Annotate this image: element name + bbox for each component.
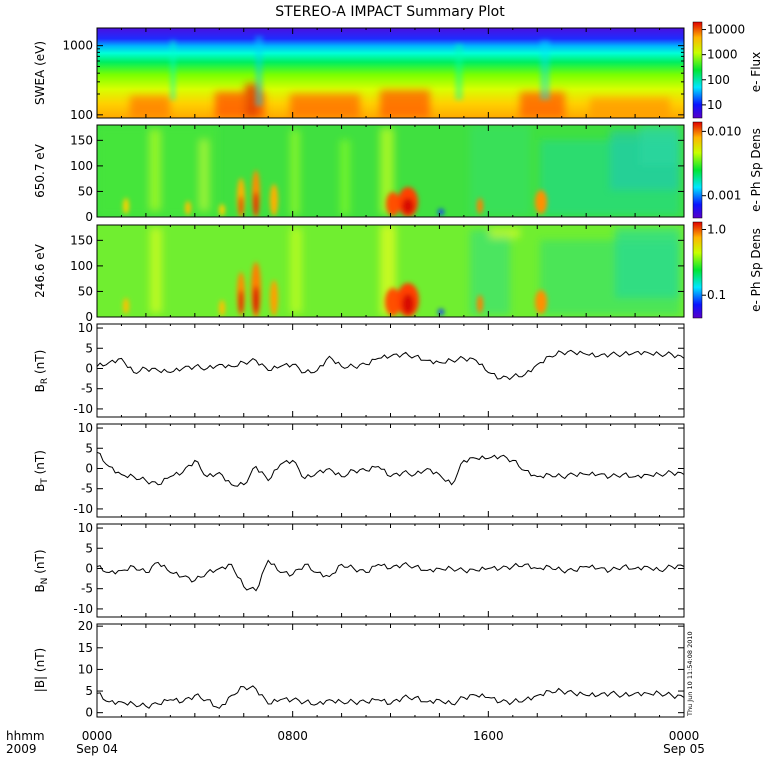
y-tick-label: 5 [85, 341, 93, 355]
y-tick-label: 0 [85, 561, 93, 575]
x-axis-ticks [96, 28, 685, 717]
pad-246-colorbar [692, 221, 703, 319]
colorbar-tick-label: 1.0 [707, 222, 726, 236]
y-tick-label: -10 [73, 502, 93, 516]
swea-y-axis: 1000 100 [62, 39, 684, 122]
x-tick-label: 1600 [473, 729, 504, 743]
x-tick-label: 0000 [82, 729, 113, 743]
pad-650-colorbar-label: e- Ph Sp Dens [749, 128, 763, 212]
y-tick-label: 10 [78, 321, 93, 335]
pad-246-hotspots [123, 262, 547, 317]
y-tick-label: 100 [70, 159, 93, 173]
y-tick-label: 5 [85, 441, 93, 455]
pad-650-y-axis: 150 100 50 0 [70, 133, 684, 224]
colorbar-tick-label: 0.1 [707, 288, 726, 302]
generation-timestamp: Thu Jun 10 11:54:08 2010 [686, 631, 694, 717]
x-date-label: Sep 04 [76, 742, 118, 756]
bn-panel: 10 5 0 -5 -10 BN (nT) [33, 521, 685, 618]
colorbar-tick-label: 10000 [707, 23, 745, 37]
pad-246-y-axis: 150 100 50 0 [70, 233, 684, 324]
br-series-line [96, 349, 685, 381]
pad-246-ylabel: 246.6 eV [33, 243, 47, 298]
pad-246-colorbar-ticks: 1.0 0.1 [702, 222, 726, 302]
swea-ylabel: SWEA (eV) [33, 41, 47, 105]
y-tick-label: 10 [78, 421, 93, 435]
bn-y-axis: 10 5 0 -5 -10 [73, 521, 684, 616]
bn-series-line [96, 559, 685, 592]
bn-ylabel: BN (nT) [33, 549, 50, 592]
pad-246-colorbar-label: e- Ph Sp Dens [749, 228, 763, 312]
bmag-ylabel: |B| (nT) [33, 648, 47, 692]
flux-colorbar-label: e- Flux [749, 52, 763, 92]
colorbar-tick-label: 0.010 [707, 124, 741, 138]
pad-246-texture [150, 225, 680, 315]
bmag-panel: 20 15 10 5 0 |B| (nT) [33, 619, 685, 720]
br-ylabel: BR (nT) [33, 350, 50, 393]
colorbar-tick-label: 100 [707, 73, 730, 87]
y-tick-label: 0 [85, 310, 93, 324]
bt-panel: 10 5 0 -5 -10 BT (nT) [33, 421, 685, 518]
y-tick-label: 50 [78, 184, 93, 198]
y-tick-label: 10 [78, 521, 93, 535]
bt-ylabel: BT (nT) [33, 450, 50, 492]
pad-246-panel: 150 100 50 0 246.6 eV 1.0 0.1 e- Ph Sp Dens [33, 221, 763, 324]
x-tick-label: 0000 [669, 729, 700, 743]
y-tick-label: 150 [70, 233, 93, 247]
x-tick-label: 0800 [277, 729, 308, 743]
y-tick-label: 100 [70, 259, 93, 273]
y-tick-label: 0 [85, 210, 93, 224]
y-tick-label: -5 [81, 482, 93, 496]
bt-series-line [96, 451, 685, 487]
colorbar-tick-label: 10 [707, 98, 722, 112]
y-tick-label: 15 [78, 641, 93, 655]
y-tick-label: -5 [81, 382, 93, 396]
y-tick-label: -10 [73, 402, 93, 416]
y-tick-label: 5 [85, 541, 93, 555]
colorbar-tick-label: 0.001 [707, 189, 741, 203]
swea-spectrogram-panel: 1000 100 SWEA (eV) 10000 1000 100 10 e- Flux [33, 21, 763, 122]
y-tick-label: 0 [85, 461, 93, 475]
y-tick-label: 150 [70, 133, 93, 147]
flux-colorbar [692, 21, 703, 119]
bmag-series-line [96, 685, 685, 709]
time-format-label: hhmm [6, 729, 45, 743]
y-tick-label: 20 [78, 619, 93, 633]
y-tick-label: 1000 [62, 39, 93, 53]
bt-y-axis: 10 5 0 -5 -10 [73, 421, 684, 516]
y-tick-label: 5 [85, 684, 93, 698]
y-tick-label: -10 [73, 602, 93, 616]
br-panel: 10 5 0 -5 -10 BR (nT) [33, 321, 685, 418]
swea-texture [170, 36, 550, 106]
pad-650-texture [97, 125, 680, 217]
y-tick-label: -5 [81, 582, 93, 596]
bmag-y-axis: 20 15 10 5 0 [78, 619, 684, 720]
y-tick-label: 0 [85, 361, 93, 375]
y-tick-label: 0 [85, 706, 93, 720]
colorbar-tick-label: 1000 [707, 48, 738, 62]
br-y-axis: 10 5 0 -5 -10 [73, 321, 684, 416]
chart-title: STEREO-A IMPACT Summary Plot [275, 4, 505, 20]
y-tick-label: 50 [78, 284, 93, 298]
pad-650-hotspots [123, 170, 547, 217]
y-tick-label: 100 [70, 108, 93, 122]
flux-colorbar-ticks: 10000 1000 100 10 [702, 23, 745, 112]
y-tick-label: 10 [78, 662, 93, 676]
pad-650-colorbar-ticks: 0.010 0.001 [702, 124, 741, 203]
x-date-label: Sep 05 [663, 742, 705, 756]
pad-650-panel: 150 100 50 0 650.7 eV 0.010 0.001 e- Ph Sp D… [33, 121, 763, 224]
year-label: 2009 [6, 742, 37, 756]
pad-650-colorbar [692, 121, 703, 219]
pad-650-ylabel: 650.7 eV [33, 143, 47, 198]
